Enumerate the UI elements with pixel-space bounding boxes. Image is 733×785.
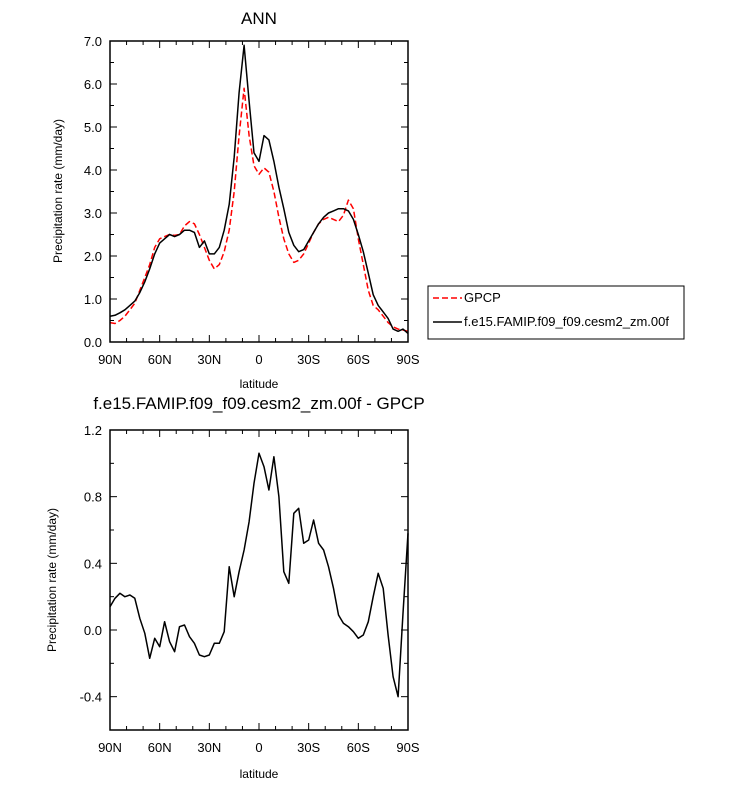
- top-x-axis-label: latitude: [240, 377, 279, 391]
- top-plot-area: 90N 60N 30N 0 30S 60S 90S 0.0 1.0 2.0 3.0 4.0 5.0 6.0…: [84, 34, 420, 367]
- bottom-y-tick-label: 1.2: [84, 423, 102, 438]
- legend-box: [427, 285, 685, 340]
- bottom-panel: f.e15.FAMIP.f09_f09.cesm2_zm.00f - GPCP …: [45, 394, 425, 781]
- top-y-tick-label: 1.0: [84, 292, 102, 307]
- top-y-tick-label: 4.0: [84, 163, 102, 178]
- bottom-y-tick-label: 0.8: [84, 490, 102, 505]
- top-y-tick-label: 7.0: [84, 34, 102, 49]
- top-x-tick-label: 90S: [396, 352, 419, 367]
- top-x-tick-label: 30N: [197, 352, 221, 367]
- bottom-plot-area: 90N 60N 30N 0 30S 60S 90S -0.4 0.0 0.4 0.8 1.2: [80, 423, 420, 755]
- legend-label-model: f.e15.FAMIP.f09_f09.cesm2_zm.00f: [464, 314, 669, 329]
- top-series-line-0: [109, 87, 409, 333]
- top-y-tick-label: 0.0: [84, 335, 102, 350]
- bottom-x-tick-label: 60N: [148, 740, 172, 755]
- top-chart-title: ANN: [241, 9, 277, 28]
- top-y-tick-label: 6.0: [84, 77, 102, 92]
- legend: GPCP f.e15.FAMIP.f09_f09.cesm2_zm.00f: [427, 285, 685, 340]
- top-plot-frame: [109, 40, 409, 343]
- top-y-tick-label: 3.0: [84, 206, 102, 221]
- bottom-x-axis-label: latitude: [240, 767, 279, 781]
- bottom-chart-title: f.e15.FAMIP.f09_f09.cesm2_zm.00f - GPCP: [93, 394, 424, 413]
- top-y-tick-label: 5.0: [84, 120, 102, 135]
- bottom-x-tick-label: 60S: [347, 740, 370, 755]
- bottom-y-axis-label: Precipitation rate (mm/day): [45, 508, 59, 652]
- top-series-line-1: [109, 44, 409, 334]
- top-x-tick-label: 30S: [297, 352, 320, 367]
- bottom-x-tick-label: 30N: [197, 740, 221, 755]
- top-x-tick-label: 60S: [347, 352, 370, 367]
- bottom-x-tick-label: 90N: [98, 740, 122, 755]
- top-x-tick-label: 60N: [148, 352, 172, 367]
- bottom-y-tick-label: 0.0: [84, 623, 102, 638]
- top-y-axis-label: Precipitation rate (mm/day): [51, 119, 65, 263]
- bottom-y-tick-label: -0.4: [80, 690, 102, 705]
- bottom-series-line-0: [109, 452, 409, 698]
- legend-label-gpcp: GPCP: [464, 290, 501, 305]
- top-x-tick-label: 90N: [98, 352, 122, 367]
- bottom-x-tick-label: 30S: [297, 740, 320, 755]
- bottom-y-tick-label: 0.4: [84, 556, 102, 571]
- top-x-tick-label: 0: [255, 352, 262, 367]
- bottom-plot-frame: [109, 429, 409, 731]
- top-panel: ANN 90N 60N 30N 0 30S 60S 90S 0.0 1.0 2.0 3.0 4.0 5.…: [51, 9, 420, 391]
- bottom-x-tick-label: 0: [255, 740, 262, 755]
- top-y-tick-label: 2.0: [84, 249, 102, 264]
- bottom-x-tick-label: 90S: [396, 740, 419, 755]
